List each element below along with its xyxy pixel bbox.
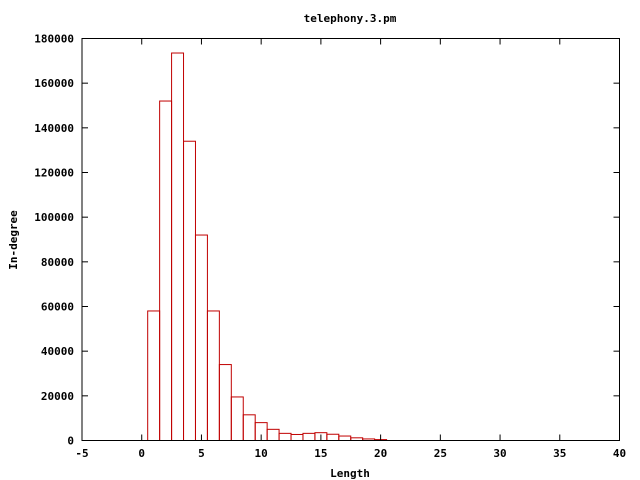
x-tick-label: 0 xyxy=(138,447,145,460)
x-tick-label: 25 xyxy=(434,447,447,460)
histogram-bar xyxy=(242,414,256,442)
y-tick-label: 20000 xyxy=(41,390,74,403)
y-tick-label: 160000 xyxy=(34,77,74,90)
histogram-bar xyxy=(218,364,232,442)
histogram-bar xyxy=(338,435,352,441)
x-tick-label: 15 xyxy=(314,447,327,460)
axes-group: -5 0 5 10 15 20 25 30 35 400200004000060000800001… xyxy=(34,33,626,461)
bars-group xyxy=(147,52,388,442)
histogram-bar xyxy=(290,433,304,442)
plot-frame xyxy=(81,38,620,441)
y-tick-label: 60000 xyxy=(41,301,74,314)
x-tick-label: 35 xyxy=(553,447,566,460)
histogram-bar xyxy=(194,234,208,441)
histogram-bar xyxy=(326,433,340,442)
y-tick-label: 80000 xyxy=(41,256,74,269)
x-tick-label: 30 xyxy=(493,447,506,460)
y-tick-label: 140000 xyxy=(34,122,74,135)
histogram-bar xyxy=(159,100,173,442)
x-tick-label: 20 xyxy=(374,447,387,460)
y-axis-label: In-degree xyxy=(7,210,20,270)
histogram-bar xyxy=(302,432,316,441)
histogram-bar xyxy=(206,310,220,442)
histogram-bar xyxy=(147,310,161,442)
y-tick-label: 40000 xyxy=(41,345,74,358)
y-tick-label: 180000 xyxy=(34,33,74,46)
y-tick-label: 100000 xyxy=(34,211,74,224)
x-tick-label: 40 xyxy=(613,447,626,460)
x-tick-label: 10 xyxy=(255,447,268,460)
histogram-bar xyxy=(266,428,280,442)
y-tick-label: 0 xyxy=(67,435,74,448)
histogram-bar xyxy=(278,432,292,441)
x-tick-label: 5 xyxy=(198,447,205,460)
chart-title: telephony.3.pm xyxy=(304,12,397,25)
histogram-bar xyxy=(183,140,196,441)
y-tick-label: 120000 xyxy=(34,167,74,180)
x-tick-label: -5 xyxy=(75,447,88,460)
histogram-bar xyxy=(171,52,185,442)
histogram-bar xyxy=(230,396,244,442)
x-axis-label: Length xyxy=(330,467,370,480)
